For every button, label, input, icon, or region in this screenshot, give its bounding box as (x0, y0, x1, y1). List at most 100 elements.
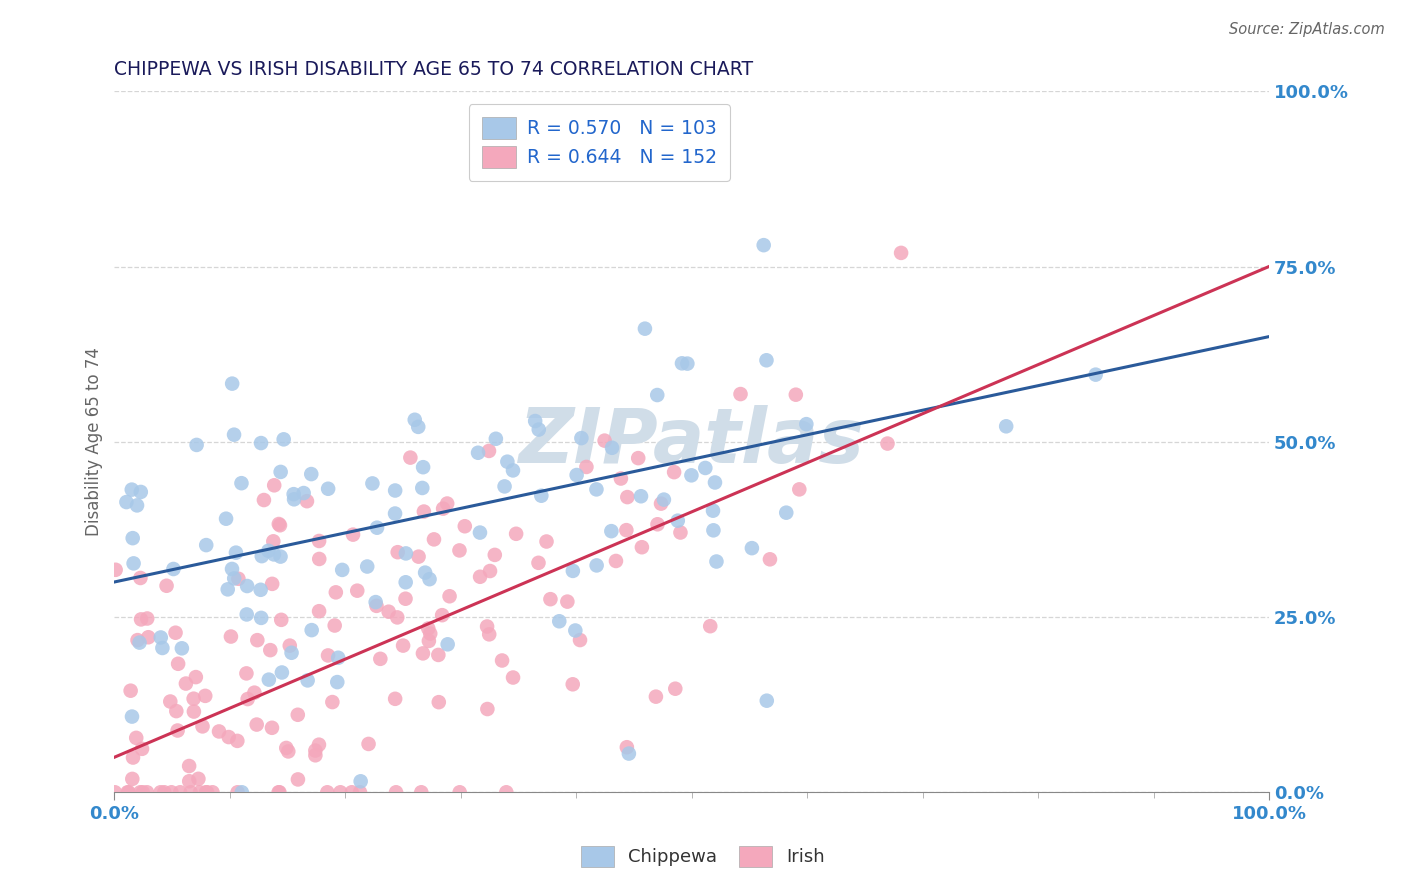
Point (1084, 368, 1107, 382)
Point (496, 455, 519, 469)
Point (484, 548, 506, 562)
Point (138, 630, 160, 644)
Point (257, 673, 280, 687)
Point (704, 475, 727, 490)
Point (129, 785, 152, 799)
Point (342, 527, 364, 541)
Point (195, 785, 218, 799)
Point (179, 774, 201, 789)
Point (377, 605, 399, 619)
Point (530, 489, 553, 503)
Point (132, 785, 155, 799)
Point (115, 495, 138, 509)
Point (430, 608, 453, 623)
Point (321, 695, 343, 709)
Point (419, 626, 441, 640)
Y-axis label: Disability Age 65 to 74: Disability Age 65 to 74 (86, 347, 103, 536)
Point (270, 665, 292, 680)
Point (699, 619, 721, 633)
Point (250, 549, 273, 563)
Point (478, 444, 501, 458)
Point (361, 476, 384, 491)
Point (159, 694, 181, 708)
Point (155, 579, 177, 593)
Point (564, 624, 586, 638)
Point (479, 564, 502, 578)
Point (605, 554, 627, 568)
Point (125, 731, 148, 745)
Point (669, 525, 692, 540)
Point (243, 686, 266, 700)
Point (120, 683, 142, 698)
Point (706, 555, 728, 569)
Point (468, 570, 491, 584)
Point (304, 748, 326, 763)
Point (259, 643, 281, 657)
Point (585, 558, 607, 573)
Point (149, 785, 172, 799)
Point (475, 619, 498, 633)
Point (370, 652, 392, 666)
Point (412, 504, 434, 518)
Point (356, 559, 378, 574)
Point (627, 451, 650, 466)
Point (695, 461, 717, 475)
Point (538, 592, 561, 607)
Point (495, 785, 517, 799)
Point (614, 523, 637, 537)
Point (610, 471, 633, 485)
Point (169, 785, 191, 799)
Point (308, 552, 330, 566)
Point (436, 497, 458, 511)
Point (671, 356, 693, 370)
Point (194, 689, 217, 703)
Point (494, 479, 516, 493)
Point (394, 591, 416, 606)
Point (179, 759, 201, 773)
Point (236, 692, 259, 706)
Point (187, 772, 209, 786)
Point (191, 719, 214, 733)
Point (575, 459, 598, 474)
Point (406, 420, 429, 434)
Point (418, 622, 440, 636)
Point (278, 639, 301, 653)
Point (413, 566, 436, 580)
Point (384, 483, 406, 498)
Point (301, 623, 323, 637)
Point (387, 610, 409, 624)
Point (752, 238, 775, 252)
Point (329, 785, 352, 799)
Point (249, 582, 271, 597)
Point (316, 482, 339, 496)
Point (423, 533, 446, 547)
Point (412, 646, 434, 660)
Point (681, 468, 703, 483)
Point (180, 785, 202, 799)
Point (277, 744, 299, 758)
Point (478, 627, 501, 641)
Point (485, 432, 508, 446)
Point (411, 481, 433, 495)
Point (221, 376, 243, 391)
Point (366, 521, 388, 535)
Point (427, 695, 450, 709)
Point (634, 321, 657, 335)
Point (226, 734, 249, 748)
Point (283, 487, 305, 501)
Point (283, 492, 305, 507)
Point (129, 485, 152, 500)
Point (323, 618, 346, 632)
Point (276, 741, 298, 756)
Point (121, 483, 143, 497)
Point (468, 525, 491, 540)
Point (127, 633, 149, 648)
Point (165, 704, 187, 718)
Point (131, 741, 153, 756)
Point (330, 563, 353, 577)
Point (502, 463, 524, 477)
Point (218, 730, 240, 744)
Point (267, 785, 290, 799)
Point (263, 548, 285, 562)
Point (166, 723, 188, 738)
